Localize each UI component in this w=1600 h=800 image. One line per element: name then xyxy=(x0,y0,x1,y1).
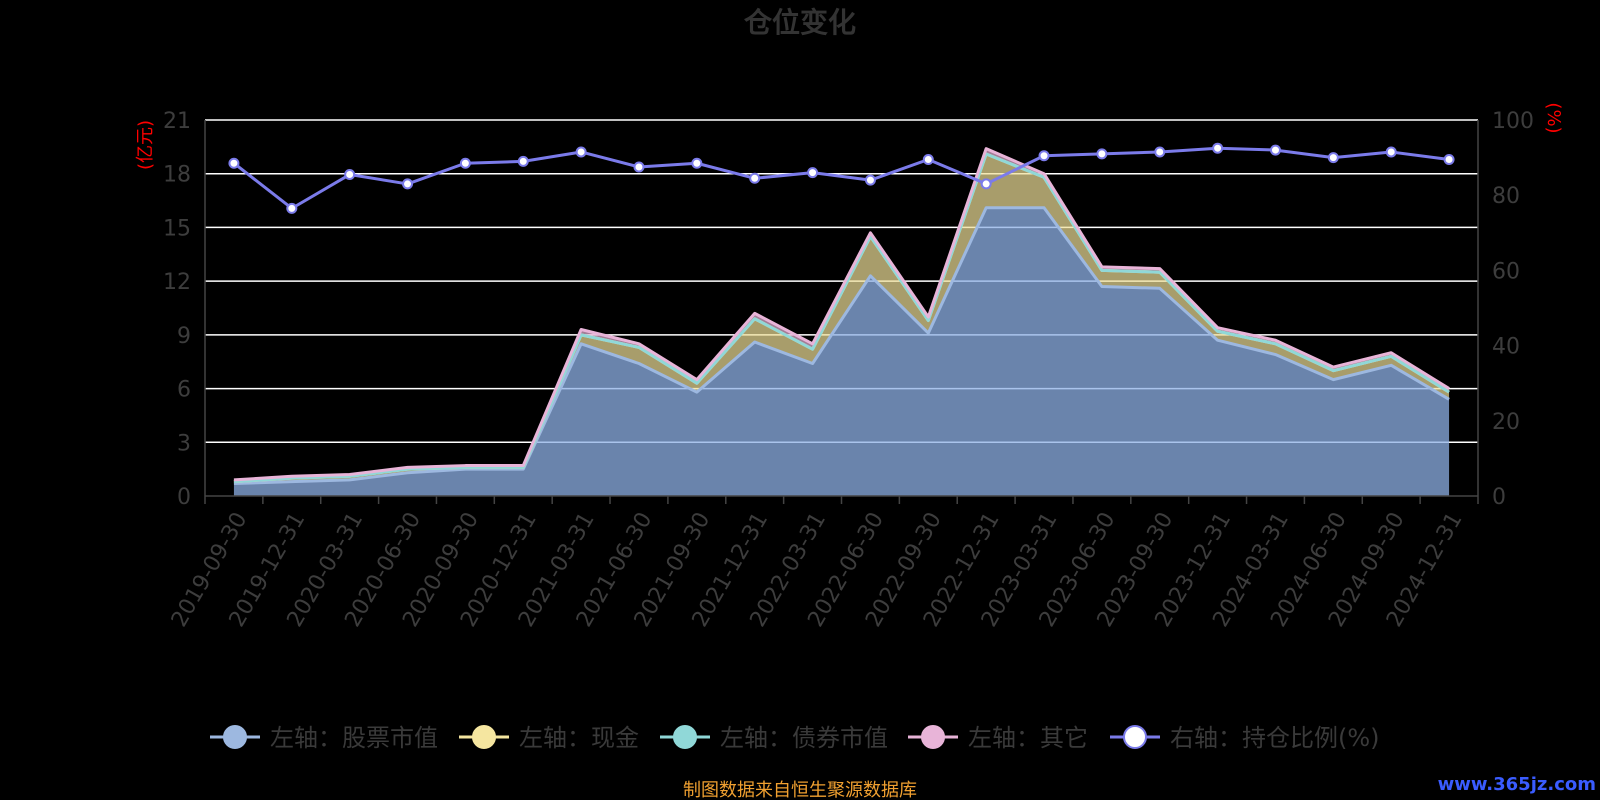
holding-ratio-point xyxy=(402,178,414,190)
holding-ratio-point xyxy=(1212,142,1224,154)
area-line-3 xyxy=(233,147,1450,482)
holding-ratio-point xyxy=(691,157,703,169)
right-axis-unit: (%) xyxy=(1543,102,1564,133)
left-tick-label: 12 xyxy=(163,270,191,295)
left-axis-unit: (亿元) xyxy=(135,120,156,170)
holding-ratio-point xyxy=(1269,144,1281,156)
legend-label-4: 右轴：持仓比例(%) xyxy=(1170,724,1380,752)
legend-label-0: 左轴：股票市值 xyxy=(270,724,438,752)
holding-ratio-point xyxy=(864,174,876,186)
left-tick-label: 21 xyxy=(163,109,191,134)
holding-ratio-point xyxy=(575,146,587,158)
holding-ratio-point xyxy=(228,157,240,169)
legend-label-3: 左轴：其它 xyxy=(968,724,1088,752)
legend-marker-0 xyxy=(223,725,247,749)
right-tick-label: 20 xyxy=(1492,410,1520,435)
area-layer xyxy=(233,147,1450,496)
data-source-footer: 制图数据来自恒生聚源数据库 xyxy=(683,780,917,800)
holding-ratio-point xyxy=(922,153,934,165)
holding-ratio-point xyxy=(749,172,761,184)
right-tick-label: 80 xyxy=(1492,184,1520,209)
holding-ratio-point xyxy=(1385,146,1397,158)
area-0 xyxy=(233,207,1450,496)
left-tick-label: 15 xyxy=(163,216,191,241)
holding-ratio-point xyxy=(517,155,529,167)
line-layer xyxy=(228,142,1455,214)
left-tick-label: 9 xyxy=(177,324,191,349)
holding-ratio-point xyxy=(1038,150,1050,162)
legend-marker-1 xyxy=(472,725,496,749)
holding-ratio-point xyxy=(1096,148,1108,160)
left-tick-label: 18 xyxy=(163,163,191,188)
left-tick-label: 3 xyxy=(177,431,191,456)
legend-label-2: 左轴：债券市值 xyxy=(720,724,888,752)
left-tick-label: 0 xyxy=(177,485,191,510)
holding-ratio-point xyxy=(633,161,645,173)
legend-label-1: 左轴：现金 xyxy=(519,724,639,752)
area-line-2 xyxy=(233,152,1450,484)
right-tick-label: 0 xyxy=(1492,485,1506,510)
legend-marker-3 xyxy=(921,725,945,749)
holding-ratio-point xyxy=(980,178,992,190)
holding-ratio-point xyxy=(459,157,471,169)
holding-ratio-line xyxy=(233,146,1450,210)
left-tick-label: 6 xyxy=(177,378,191,403)
legend: 左轴：股票市值 左轴：现金 左轴：债券市值 左轴：其它 右轴：持仓比例(%) xyxy=(210,724,1380,752)
holding-ratio-point xyxy=(344,169,356,181)
right-tick-label: 100 xyxy=(1492,109,1534,134)
right-tick-label: 40 xyxy=(1492,335,1520,360)
watermark-text: www.365jz.com xyxy=(1438,774,1596,795)
area-line-0 xyxy=(233,206,1450,485)
holding-ratio-point xyxy=(1154,146,1166,158)
legend-marker-4 xyxy=(1123,725,1147,749)
right-tick-label: 60 xyxy=(1492,259,1520,284)
legend-marker-2 xyxy=(673,725,697,749)
holding-ratio-point xyxy=(807,167,819,179)
chart-title: 仓位变化 xyxy=(744,6,856,39)
holding-ratio-point xyxy=(286,202,298,214)
holding-ratio-point xyxy=(1327,152,1339,164)
holding-ratio-point xyxy=(1443,153,1455,165)
